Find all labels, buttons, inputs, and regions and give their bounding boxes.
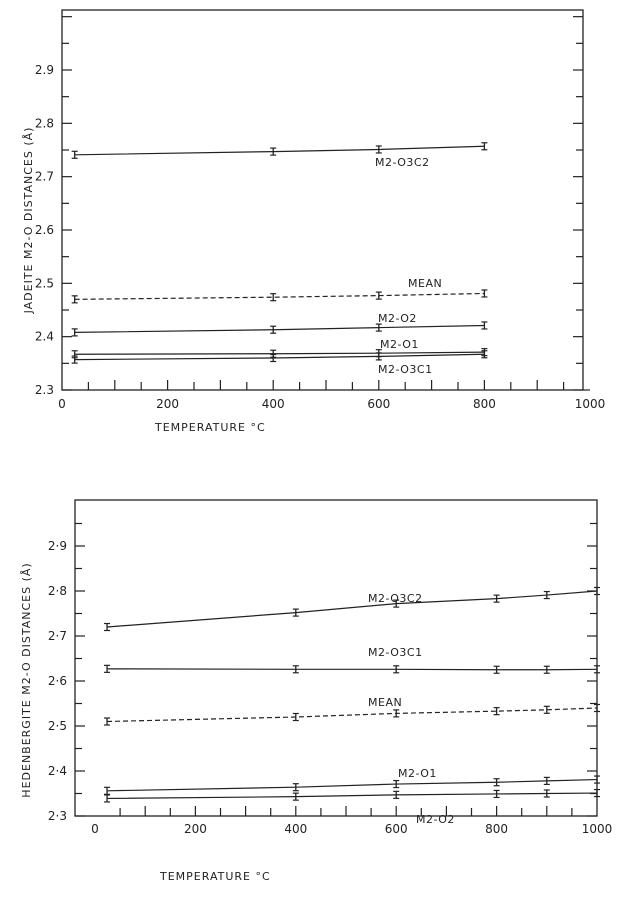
series-label: M2-O1	[380, 338, 419, 351]
plot-frame	[61, 9, 584, 391]
series-label: M2-O3C2	[368, 592, 423, 605]
plot-frame	[74, 499, 598, 817]
y-tick-label: 2·9	[48, 539, 67, 553]
series-m2-o3c1: M2-O3C1	[104, 646, 600, 674]
series-line	[74, 292, 485, 300]
series-line	[107, 668, 598, 671]
series-label: MEAN	[368, 696, 402, 709]
x-tick-label: 600	[367, 397, 390, 411]
y-tick-label: 2·3	[48, 809, 67, 823]
series-line	[107, 778, 598, 792]
y-tick-label: 2.5	[35, 276, 54, 290]
series-label: M2-O3C1	[368, 646, 423, 659]
series-line	[74, 351, 485, 355]
y-tick-label: 2·4	[48, 764, 67, 778]
x-axis-label: TEMPERATURE °C	[159, 870, 271, 883]
y-axis-label: HEDENBERGITE M2-O DISTANCES (Å)	[20, 562, 33, 797]
series-m2-o1: M2-O1	[71, 338, 488, 359]
series-line	[74, 324, 485, 333]
x-tick-label: 0	[58, 397, 66, 411]
x-tick-label: 1000	[582, 822, 613, 836]
x-tick-label: 800	[473, 397, 496, 411]
y-tick-label: 2·6	[48, 674, 67, 688]
series-label: M2-O3C1	[378, 363, 433, 376]
y-tick-label: 2·7	[48, 629, 67, 643]
x-tick-label: 600	[385, 822, 408, 836]
series-m2-o3c2: M2-O3C2	[71, 142, 488, 169]
series-m2-o1: M2-O1	[104, 767, 600, 795]
y-tick-label: 2.8	[35, 116, 54, 130]
series-mean: MEAN	[71, 277, 488, 304]
y-tick-label: 2.7	[35, 170, 54, 184]
series-line	[107, 792, 598, 800]
y-tick-label: 2·8	[48, 584, 67, 598]
y-tick-label: 2.6	[35, 223, 54, 237]
series-line	[107, 707, 598, 723]
x-tick-label: 400	[262, 397, 285, 411]
x-tick-label: 400	[284, 822, 307, 836]
series-label: M2-O3C2	[375, 156, 430, 169]
x-tick-label: 800	[485, 822, 508, 836]
series-label: M2-O2	[416, 813, 455, 826]
series-m2-o3c2: M2-O3C2	[104, 586, 600, 632]
x-tick-label: 200	[184, 822, 207, 836]
chart-1: 2.3 2.4 2.5 2.6 2.7 2.8 2.9 0 200 400 600 800 1000 TE…	[22, 9, 606, 434]
series-mean: MEAN	[104, 696, 600, 726]
chart-2: 2·3 2·4 2·5 2·6 2·7 2·8 2·9 0 200 400 600 800 1000 TE…	[20, 499, 613, 883]
series-m2-o2: M2-O2	[104, 788, 600, 826]
series-line	[107, 590, 598, 628]
series-label: M2-O1	[398, 767, 437, 780]
x-tick-label: 1000	[575, 397, 606, 411]
y-tick-label: 2.9	[35, 63, 54, 77]
series-label: M2-O2	[378, 312, 417, 325]
series-label: MEAN	[408, 277, 442, 290]
series-m2-o2: M2-O2	[71, 312, 488, 337]
y-axis-label: JADEITE M2-O DISTANCES (Å)	[22, 127, 35, 315]
x-tick-label: 0	[91, 822, 99, 836]
y-tick-label: 2.4	[35, 330, 54, 344]
x-axis-label: TEMPERATURE °C	[154, 421, 266, 434]
series-m2-o3c1: M2-O3C1	[71, 350, 488, 376]
series-line	[74, 145, 485, 156]
x-tick-label: 200	[156, 397, 179, 411]
y-tick-label: 2.3	[35, 383, 54, 397]
y-tick-label: 2·5	[48, 719, 67, 733]
series-line	[74, 353, 485, 361]
